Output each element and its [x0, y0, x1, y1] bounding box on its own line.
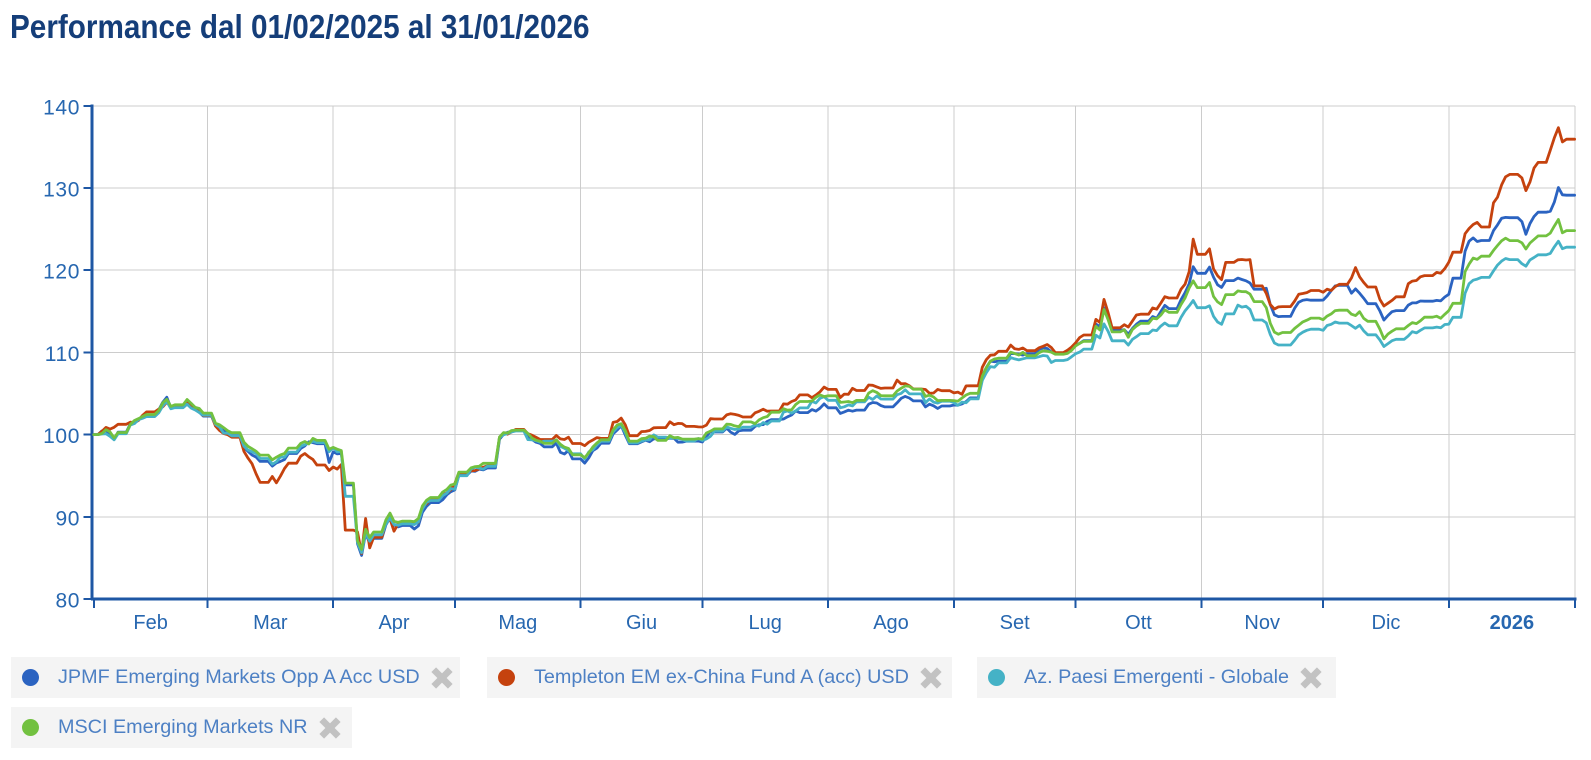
svg-text:80: 80 [55, 590, 80, 613]
svg-text:110: 110 [45, 343, 80, 366]
svg-text:90: 90 [55, 507, 80, 530]
svg-text:Lug: Lug [749, 612, 782, 634]
svg-text:Ago: Ago [873, 612, 909, 634]
svg-text:Set: Set [1000, 612, 1030, 634]
svg-text:130: 130 [43, 179, 80, 202]
svg-text:Ott: Ott [1125, 612, 1152, 634]
svg-text:Giu: Giu [626, 612, 657, 634]
svg-text:140: 140 [43, 96, 80, 119]
svg-text:120: 120 [43, 261, 80, 284]
svg-text:Mar: Mar [253, 612, 288, 634]
svg-text:Feb: Feb [133, 612, 167, 634]
svg-text:Apr: Apr [378, 612, 409, 634]
svg-text:100: 100 [43, 425, 80, 448]
svg-text:2026: 2026 [1490, 612, 1535, 634]
svg-text:Nov: Nov [1244, 612, 1280, 634]
svg-text:Mag: Mag [498, 612, 537, 634]
svg-text:Dic: Dic [1372, 612, 1401, 634]
